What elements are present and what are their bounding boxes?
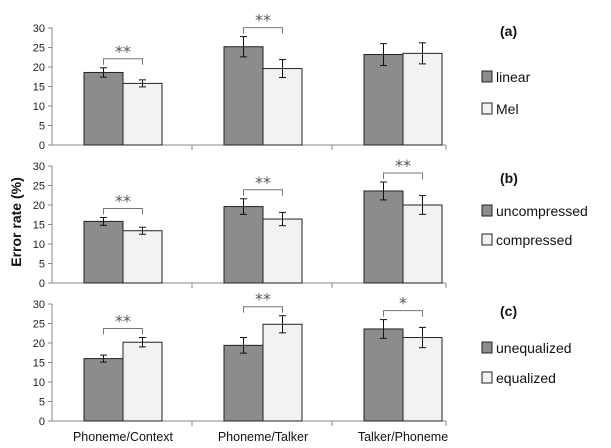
legend-entry-unequalized: unequalized: [496, 340, 572, 356]
legend-swatch-uncompressed: [481, 204, 493, 217]
bar-Mel: [402, 52, 443, 146]
legend-swatch-linear: [481, 70, 493, 83]
x-category-label: Phoneme/Context: [73, 430, 174, 444]
bar-equalized: [122, 341, 163, 422]
y-tick-label: 25: [33, 181, 45, 193]
y-tick-label: 0: [39, 416, 45, 428]
significance-bracket: [383, 310, 423, 317]
bar-Mel: [262, 68, 303, 146]
y-tick-label: 15: [33, 358, 45, 370]
bars-layer: [83, 27, 443, 422]
bar-uncompressed: [83, 220, 124, 284]
legend-swatch-equalized: [481, 371, 493, 384]
x-category-label: Talker/Phoneme: [358, 430, 448, 444]
panel-label: (c): [500, 303, 517, 319]
panel-label: (b): [500, 170, 518, 186]
significance-marker: *: [399, 294, 407, 313]
y-axis-label: Error rate (%): [8, 177, 24, 266]
y-tick-label: 25: [33, 319, 45, 331]
y-tick-label: 10: [33, 101, 45, 113]
significance-bracket: [103, 328, 143, 335]
bar-compressed: [402, 204, 443, 284]
labels-layer: 0 5 10 15 20 25 30 ** ** (a) linear Mel 0 5 10 15 20 25 30…: [33, 11, 588, 444]
legend-swatch-unequalized: [481, 341, 493, 354]
significance-marker: **: [115, 42, 131, 61]
significance-marker: **: [115, 312, 131, 331]
y-tick-label: 15: [33, 220, 45, 232]
significance-marker: **: [115, 191, 131, 210]
y-tick-label: 20: [33, 62, 45, 74]
significance-bracket: [243, 189, 283, 196]
significance-bracket: [383, 172, 423, 179]
significance-marker: **: [255, 173, 271, 192]
legend-entry-compressed: compressed: [496, 232, 572, 248]
y-tick-label: 10: [33, 377, 45, 389]
legend-entry-equalized: equalized: [496, 370, 556, 386]
bar-unequalized: [223, 344, 264, 422]
bar-uncompressed: [223, 206, 264, 284]
y-tick-label: 30: [33, 299, 45, 311]
significance-bracket: [103, 207, 143, 215]
significance-marker: **: [255, 290, 271, 309]
bar-compressed: [262, 218, 303, 284]
bar-unequalized: [363, 328, 404, 422]
y-tick-label: 0: [39, 140, 45, 152]
legend-swatch-compressed: [481, 233, 493, 246]
significance-marker: **: [395, 156, 411, 175]
bar-unequalized: [83, 358, 124, 422]
bar-compressed: [122, 230, 163, 284]
y-tick-label: 0: [39, 278, 45, 290]
y-tick-label: 5: [39, 397, 45, 409]
bar-equalized: [262, 323, 303, 422]
bar-uncompressed: [363, 190, 404, 284]
y-tick-label: 20: [33, 338, 45, 350]
significance-bracket: [243, 27, 283, 34]
y-tick-label: 5: [39, 121, 45, 133]
y-tick-label: 20: [33, 200, 45, 212]
y-tick-label: 30: [33, 23, 45, 35]
y-tick-label: 15: [33, 82, 45, 94]
bar-linear: [223, 46, 264, 146]
legend-entry-uncompressed: uncompressed: [496, 203, 588, 219]
bar-linear: [83, 71, 124, 146]
bar-equalized: [402, 337, 443, 422]
y-tick-label: 25: [33, 43, 45, 55]
bar-linear: [363, 54, 404, 146]
panel-label: (a): [500, 23, 517, 39]
legend-swatch-Mel: [481, 102, 493, 115]
x-category-label: Phoneme/Talker: [218, 430, 308, 444]
legend-entry-Mel: Mel: [496, 101, 519, 117]
legend-entry-linear: linear: [496, 69, 531, 85]
significance-bracket: [243, 306, 283, 313]
y-tick-label: 5: [39, 259, 45, 271]
y-tick-label: 10: [33, 239, 45, 251]
bar-Mel: [122, 82, 163, 146]
significance-marker: **: [255, 11, 271, 30]
significance-bracket: [103, 58, 143, 65]
y-tick-label: 30: [33, 161, 45, 173]
